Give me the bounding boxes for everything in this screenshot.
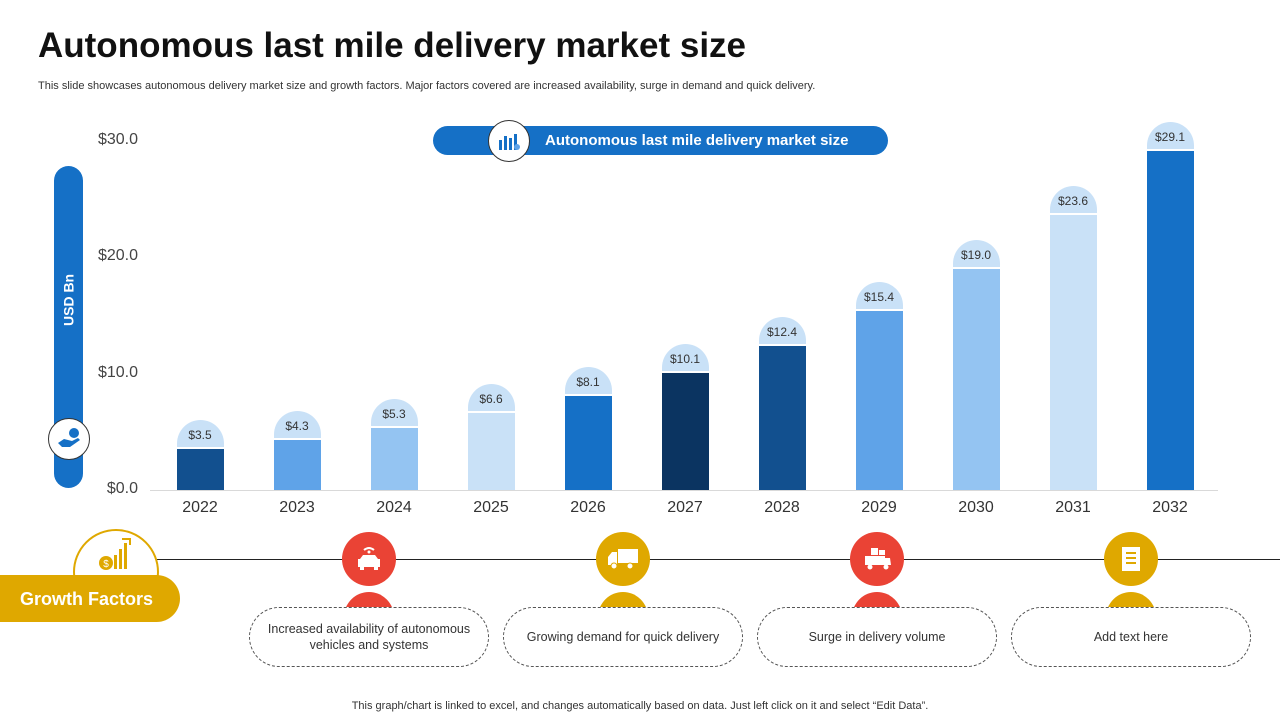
page-title: Autonomous last mile delivery market siz… (38, 26, 747, 65)
svg-text:$: $ (103, 559, 109, 570)
data-label: $4.3 (273, 410, 321, 438)
data-label: $5.3 (370, 399, 418, 427)
data-label: $12.4 (758, 316, 806, 344)
data-label: $19.0 (952, 239, 1000, 267)
page-subtitle: This slide showcases autonomous delivery… (38, 80, 816, 92)
data-label: $8.1 (564, 366, 612, 394)
delivery-truck-boxes-icon (850, 532, 904, 586)
truck-icon (596, 532, 650, 586)
x-axis-line (150, 490, 1218, 491)
data-label: $10.1 (661, 343, 709, 371)
bar-chart-icon (488, 120, 530, 162)
x-tick-label: 2023 (279, 499, 315, 516)
footer-note: This graph/chart is linked to excel, and… (351, 700, 929, 712)
x-tick-label: 2029 (861, 499, 897, 516)
bar-2032 (1146, 151, 1194, 490)
timeline-line (150, 559, 1280, 560)
data-label: $3.5 (176, 420, 224, 448)
bar-2026 (564, 395, 612, 490)
data-label: $23.6 (1049, 186, 1097, 214)
x-tick-label: 2026 (570, 499, 606, 516)
growth-factors-label: Growth Factors (20, 589, 154, 609)
factor-text: Increased availability of autonomous veh… (249, 607, 489, 667)
y-tick-label: $10.0 (97, 363, 138, 381)
y-tick-label: $20.0 (97, 247, 138, 265)
factor-text: Add text here (1011, 607, 1251, 667)
x-tick-label: 2024 (376, 499, 412, 516)
growth-factors-pill (0, 575, 180, 622)
money-growth-icon: $ (96, 537, 132, 578)
bar-2029 (855, 310, 903, 490)
bar-2031 (1049, 215, 1097, 490)
x-tick-label: 2025 (473, 499, 509, 516)
y-tick-label: $0.0 (106, 480, 138, 497)
data-label: $15.4 (855, 281, 903, 309)
y-tick-label: $30.0 (97, 131, 138, 148)
x-tick-label: 2027 (667, 499, 703, 516)
x-tick-label: 2031 (1055, 499, 1091, 516)
x-tick-label: 2032 (1152, 499, 1188, 516)
x-tick-label: 2030 (958, 499, 994, 516)
document-icon (1104, 532, 1158, 586)
y-axis-label: USD Bn (60, 273, 77, 327)
bar-2027 (661, 372, 709, 490)
factor-text: Growing demand for quick delivery (503, 607, 743, 667)
bar-2023 (273, 439, 321, 490)
x-tick-label: 2028 (764, 499, 800, 516)
bar-2022 (176, 449, 224, 490)
bar-2024 (370, 428, 418, 490)
data-label: $6.6 (467, 384, 515, 412)
data-label: $29.1 (1146, 122, 1194, 150)
bar-2028 (758, 345, 806, 490)
hand-coin-icon (48, 418, 90, 460)
bar-2025 (467, 413, 515, 490)
factor-text: Surge in delivery volume (757, 607, 997, 667)
car-wifi-icon (342, 532, 396, 586)
legend-label: Autonomous last mile delivery market siz… (545, 132, 849, 149)
x-tick-label: 2022 (182, 499, 218, 516)
bar-2030 (952, 268, 1000, 490)
